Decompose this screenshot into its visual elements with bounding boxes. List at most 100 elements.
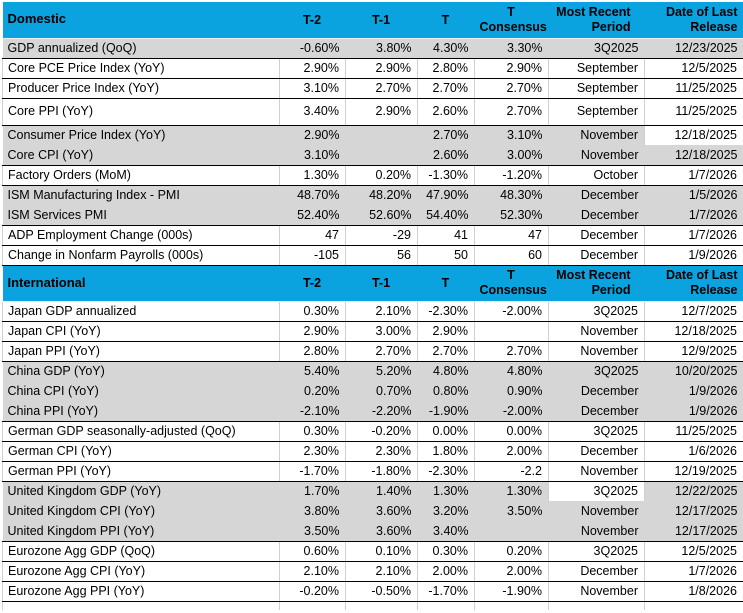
t2-cell[interactable]: -0.60% xyxy=(279,38,346,59)
indicator-name-cell[interactable]: Core PCE Price Index (YoY) xyxy=(2,58,280,79)
t1-cell[interactable]: 0.70% xyxy=(345,381,418,401)
t1-cell[interactable]: 0.20% xyxy=(345,165,418,186)
release-cell[interactable]: 11/25/2025 xyxy=(644,98,743,126)
t-cell[interactable]: -1.30% xyxy=(417,165,475,186)
release-cell[interactable]: 1/7/2026 xyxy=(644,225,743,246)
t-cell[interactable]: -2.30% xyxy=(417,301,475,322)
release-cell[interactable]: 1/9/2026 xyxy=(644,401,743,422)
t2-cell[interactable]: 48.70% xyxy=(279,185,346,205)
consensus-cell[interactable]: 0.20% xyxy=(474,541,549,562)
t1-cell[interactable]: -0.50% xyxy=(345,581,418,602)
t1-cell[interactable]: 2.90% xyxy=(345,98,418,126)
release-cell[interactable]: 12/5/2025 xyxy=(644,541,743,562)
column-header-t1[interactable]: T-1 xyxy=(345,265,418,302)
t2-cell[interactable]: 2.90% xyxy=(279,321,346,342)
consensus-cell[interactable]: 2.70% xyxy=(474,98,549,126)
t2-cell[interactable]: 2.30% xyxy=(279,441,346,462)
t1-cell[interactable] xyxy=(345,125,418,145)
period-cell[interactable]: 3Q2025 xyxy=(548,361,645,381)
indicator-name-cell[interactable]: Japan CPI (YoY) xyxy=(2,321,280,342)
release-cell[interactable]: 12/7/2025 xyxy=(644,301,743,322)
period-cell[interactable]: November xyxy=(548,521,645,542)
t1-cell[interactable]: 5.20% xyxy=(345,361,418,381)
indicator-name-cell[interactable]: Eurozone Agg GDP (QoQ) xyxy=(2,541,280,562)
indicator-name-cell[interactable]: Factory Orders (MoM) xyxy=(2,165,280,186)
t-cell[interactable]: 3.20% xyxy=(417,501,475,521)
release-cell[interactable]: 1/5/2026 xyxy=(644,185,743,205)
period-cell[interactable]: December xyxy=(548,561,645,582)
release-cell[interactable]: 12/9/2025 xyxy=(644,341,743,362)
consensus-cell[interactable]: 0.90% xyxy=(474,381,549,401)
t2-cell[interactable]: 1.30% xyxy=(279,165,346,186)
indicator-name-cell[interactable]: Eurozone Agg CPI (YoY) xyxy=(2,561,280,582)
indicator-name-cell[interactable]: Producer Price Index (YoY) xyxy=(2,78,280,99)
consensus-cell[interactable]: 60 xyxy=(474,245,549,266)
period-cell[interactable]: October xyxy=(548,165,645,186)
t-cell[interactable]: -1.70% xyxy=(417,581,475,602)
period-cell[interactable]: 3Q2025 xyxy=(548,38,645,59)
consensus-cell[interactable] xyxy=(474,521,549,542)
indicator-name-cell[interactable]: GDP annualized (QoQ) xyxy=(2,38,280,59)
column-header-release[interactable]: Date of Last Release xyxy=(644,2,743,39)
indicator-name-cell[interactable]: China GDP (YoY) xyxy=(2,361,280,381)
period-cell[interactable]: December xyxy=(548,381,645,401)
t2-cell[interactable]: 2.10% xyxy=(279,561,346,582)
t1-cell[interactable]: -0.20% xyxy=(345,421,418,442)
t1-cell[interactable]: 3.60% xyxy=(345,501,418,521)
consensus-cell[interactable]: -2.00% xyxy=(474,401,549,422)
indicator-name-cell[interactable]: Change in Nonfarm Payrolls (000s) xyxy=(2,245,280,266)
t2-cell[interactable]: 3.80% xyxy=(279,501,346,521)
consensus-cell[interactable]: 3.10% xyxy=(474,125,549,145)
t1-cell[interactable]: 2.10% xyxy=(345,561,418,582)
t-cell[interactable]: 0.00% xyxy=(417,421,475,442)
release-cell[interactable]: 11/25/2025 xyxy=(644,78,743,99)
column-header-consensus[interactable]: T Consensus xyxy=(474,265,549,302)
period-cell[interactable]: September xyxy=(548,98,645,126)
consensus-cell[interactable]: 2.70% xyxy=(474,341,549,362)
consensus-cell[interactable]: 0.00% xyxy=(474,421,549,442)
consensus-cell[interactable]: -2.2 xyxy=(474,461,549,482)
consensus-cell[interactable]: 48.30% xyxy=(474,185,549,205)
t-cell[interactable]: 2.60% xyxy=(417,145,475,166)
column-header-period[interactable]: Most Recent Period xyxy=(548,265,645,302)
period-cell[interactable]: November xyxy=(548,581,645,602)
period-cell[interactable]: December xyxy=(548,185,645,205)
t1-cell[interactable]: 3.80% xyxy=(345,38,418,59)
t2-cell[interactable]: 2.90% xyxy=(279,58,346,79)
column-header-consensus[interactable]: T Consensus xyxy=(474,2,549,39)
indicator-name-cell[interactable]: ISM Services PMI xyxy=(2,205,280,226)
consensus-cell[interactable]: -2.00% xyxy=(474,301,549,322)
period-cell[interactable]: 3Q2025 xyxy=(548,481,645,501)
consensus-cell[interactable]: 3.50% xyxy=(474,501,549,521)
t1-cell[interactable]: 2.10% xyxy=(345,301,418,322)
release-cell[interactable]: 1/9/2026 xyxy=(644,381,743,401)
t1-cell[interactable]: 2.70% xyxy=(345,78,418,99)
consensus-cell[interactable]: 2.00% xyxy=(474,561,549,582)
t1-cell[interactable]: 52.60% xyxy=(345,205,418,226)
release-cell[interactable]: 12/5/2025 xyxy=(644,58,743,79)
t1-cell[interactable]: 2.70% xyxy=(345,341,418,362)
release-cell[interactable]: 12/23/2025 xyxy=(644,38,743,59)
period-cell[interactable]: 3Q2025 xyxy=(548,541,645,562)
indicator-name-cell[interactable]: German GDP seasonally-adjusted (QoQ) xyxy=(2,421,280,442)
t-cell[interactable]: 0.80% xyxy=(417,381,475,401)
t-cell[interactable]: 50 xyxy=(417,245,475,266)
t2-cell[interactable]: -105 xyxy=(279,245,346,266)
release-cell[interactable]: 1/9/2026 xyxy=(644,245,743,266)
t1-cell[interactable]: -2.20% xyxy=(345,401,418,422)
consensus-cell[interactable]: 1.30% xyxy=(474,481,549,501)
t2-cell[interactable]: 3.10% xyxy=(279,78,346,99)
t2-cell[interactable]: 2.80% xyxy=(279,341,346,362)
indicator-name-cell[interactable]: Core PPI (YoY) xyxy=(2,98,280,126)
consensus-cell[interactable]: 52.30% xyxy=(474,205,549,226)
release-cell[interactable]: 12/17/2025 xyxy=(644,521,743,542)
t-cell[interactable]: 2.70% xyxy=(417,341,475,362)
t-cell[interactable]: 4.80% xyxy=(417,361,475,381)
t-cell[interactable]: 41 xyxy=(417,225,475,246)
t-cell[interactable]: -2.30% xyxy=(417,461,475,482)
indicator-name-cell[interactable]: Core CPI (YoY) xyxy=(2,145,280,166)
t-cell[interactable]: 2.80% xyxy=(417,58,475,79)
column-header-t2[interactable]: T-2 xyxy=(279,2,346,39)
t-cell[interactable]: -1.90% xyxy=(417,401,475,422)
column-header-t[interactable]: T xyxy=(417,265,475,302)
